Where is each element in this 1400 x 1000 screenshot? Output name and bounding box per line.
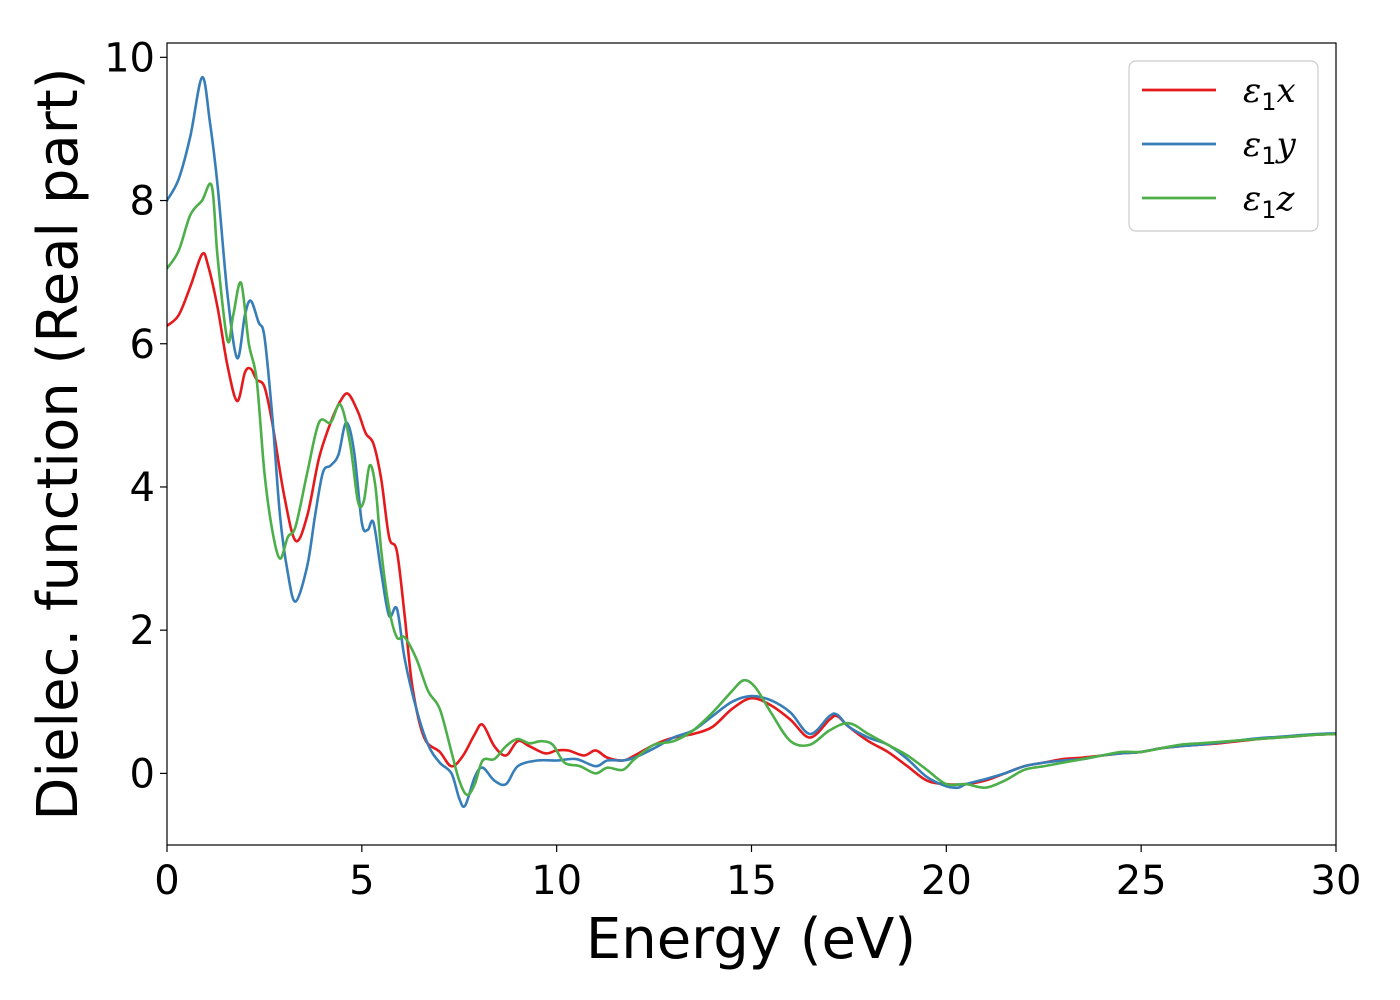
x-tick-label: 30: [1311, 858, 1362, 904]
legend-label-z: ε1z: [1243, 179, 1296, 224]
x-tick-label: 20: [921, 858, 972, 904]
x-axis-label: Energy (eV): [586, 907, 916, 972]
x-tick-label: 10: [531, 858, 582, 904]
y-axis-label: Dielec. function (Real part): [26, 67, 91, 820]
x-tick-label: 0: [154, 858, 179, 904]
series-line-z: [167, 182, 1336, 797]
y-tick-label: 4: [130, 465, 155, 511]
series-line-x: [167, 251, 1336, 786]
x-tick-label: 5: [349, 858, 374, 904]
legend-label-x: ε1x: [1243, 71, 1296, 116]
x-tick-label: 15: [726, 858, 777, 904]
legend-label-y: ε1y: [1243, 125, 1297, 170]
legend: ε1x ε1y ε1z: [1128, 60, 1319, 232]
x-axis-ticks: 0 5 10 15 20 25 30: [154, 845, 1361, 904]
series-line-y: [167, 76, 1336, 809]
legend-box: [1128, 60, 1319, 232]
y-tick-label: 2: [130, 608, 155, 654]
y-tick-label: 6: [130, 322, 155, 368]
y-tick-label: 8: [130, 179, 155, 225]
y-axis-ticks: 0 2 4 6 8 10: [104, 35, 167, 797]
series-lines: [167, 76, 1336, 809]
y-tick-label: 0: [130, 751, 155, 797]
y-tick-label: 10: [104, 35, 155, 81]
x-tick-label: 25: [1116, 858, 1167, 904]
plot-area: [166, 42, 1337, 846]
